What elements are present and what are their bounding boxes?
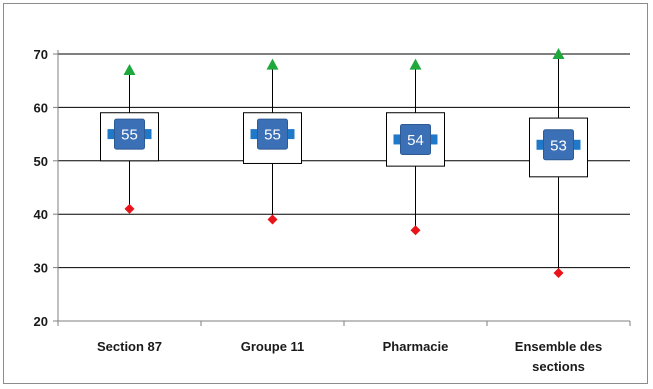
min-marker-3	[553, 267, 564, 278]
category-label-line: sections	[532, 359, 585, 374]
y-tick-label-30: 30	[34, 261, 48, 276]
max-marker-3	[552, 48, 565, 59]
chart-frame: 20 30 40 50 60 70 55 55 54 53 Section 87 Groupe 1…	[3, 3, 648, 384]
min-marker-1	[267, 214, 278, 225]
y-tick-label-60: 60	[34, 100, 48, 115]
category-label-line: Groupe 11	[241, 339, 305, 354]
category-label-0: Section 87	[97, 339, 162, 354]
mean-marker-2	[400, 123, 431, 155]
boxes: 55 55 54 53	[100, 48, 588, 278]
y-tick-label-40: 40	[34, 207, 48, 222]
max-marker-2	[409, 58, 422, 70]
category-label-line: Ensemble des	[515, 339, 602, 354]
y-tick-label-70: 70	[34, 47, 48, 62]
mean-label-2: 54	[407, 132, 424, 149]
category-label-line: Section 87	[97, 339, 162, 354]
mean-label-1: 55	[264, 127, 281, 144]
category-label-2: Pharmacie	[383, 339, 449, 354]
mean-marker-3	[543, 129, 574, 161]
max-marker-0	[123, 64, 136, 76]
max-marker-1	[266, 58, 279, 70]
y-tick-label-50: 50	[34, 154, 48, 169]
mean-label-0: 55	[121, 127, 138, 144]
mean-marker-0	[114, 118, 145, 150]
category-label-3: Ensemble des sections	[515, 339, 602, 374]
box-chart: 20 30 40 50 60 70 55 55 54 53 Section 87 Groupe 1…	[34, 47, 631, 374]
mean-marker-1	[257, 118, 288, 150]
labels: Section 87 Groupe 11 Pharmacie Ensemble des…	[97, 339, 602, 374]
mean-label-3: 53	[550, 137, 567, 154]
min-marker-2	[410, 225, 421, 236]
min-marker-0	[124, 203, 135, 214]
category-label-line: Pharmacie	[383, 339, 449, 354]
axes: 20 30 40 50 60 70	[34, 47, 631, 329]
category-label-1: Groupe 11	[241, 339, 305, 354]
y-tick-label-20: 20	[34, 314, 48, 329]
